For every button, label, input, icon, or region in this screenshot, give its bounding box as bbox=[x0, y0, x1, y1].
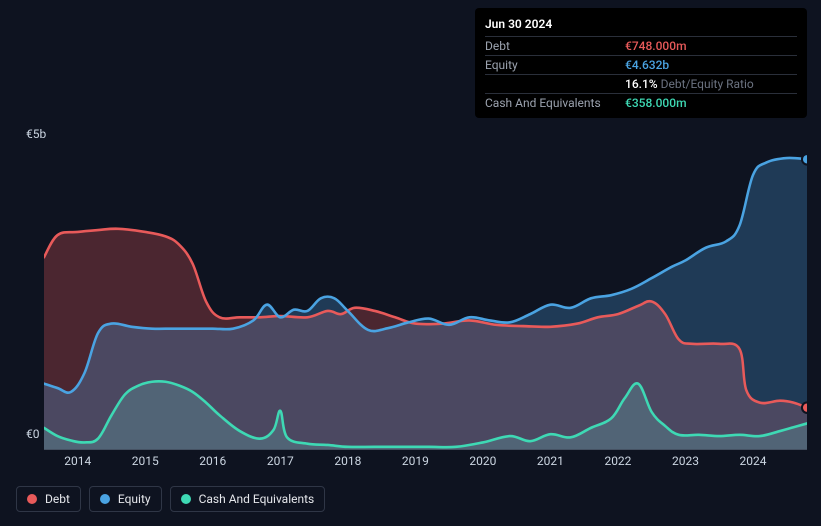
x-tick-label: 2020 bbox=[469, 454, 496, 468]
x-tick-label: 2024 bbox=[739, 454, 766, 468]
legend-label: Cash And Equivalents bbox=[199, 492, 315, 506]
legend-dot bbox=[27, 494, 37, 504]
x-tick-label: 2016 bbox=[199, 454, 226, 468]
tooltip-rows: Debt€748.000mEquity€4.632b16.1% Debt/Equ… bbox=[485, 36, 797, 112]
legend-item[interactable]: Cash And Equivalents bbox=[170, 486, 326, 512]
x-tick-label: 2017 bbox=[267, 454, 294, 468]
tooltip-row-value: €4.632b bbox=[625, 58, 669, 72]
chart-tooltip: Jun 30 2024 Debt€748.000mEquity€4.632b16… bbox=[475, 8, 807, 118]
x-tick-label: 2023 bbox=[672, 454, 699, 468]
legend-dot bbox=[100, 494, 110, 504]
chart-legend: Debt Equity Cash And Equivalents bbox=[16, 486, 325, 512]
tooltip-row: 16.1% Debt/Equity Ratio bbox=[485, 74, 797, 93]
x-tick-label: 2014 bbox=[64, 454, 91, 468]
tooltip-row-value: €748.000m bbox=[625, 39, 687, 53]
tooltip-row-value: 16.1% Debt/Equity Ratio bbox=[625, 77, 754, 91]
legend-label: Equity bbox=[118, 492, 151, 506]
tooltip-row-label bbox=[485, 77, 625, 91]
legend-dot bbox=[181, 494, 191, 504]
series-end-marker bbox=[802, 154, 807, 165]
x-tick-label: 2015 bbox=[132, 454, 159, 468]
tooltip-row-label: Cash And Equivalents bbox=[485, 96, 625, 110]
tooltip-row-label: Equity bbox=[485, 58, 625, 72]
x-tick-label: 2018 bbox=[334, 454, 361, 468]
tooltip-row: Equity€4.632b bbox=[485, 55, 797, 74]
x-tick-label: 2019 bbox=[402, 454, 429, 468]
chart-plot[interactable] bbox=[44, 134, 807, 450]
legend-label: Debt bbox=[45, 492, 70, 506]
tooltip-date: Jun 30 2024 bbox=[485, 14, 797, 36]
tooltip-row-label: Debt bbox=[485, 39, 625, 53]
x-axis-labels: 2014 2015 2016 2017 2018 2019 2020 2021 2022 2023… bbox=[44, 452, 807, 470]
x-tick-label: 2022 bbox=[604, 454, 631, 468]
series-end-marker bbox=[802, 402, 807, 413]
tooltip-row: Cash And Equivalents€358.000m bbox=[485, 93, 797, 112]
tooltip-row: Debt€748.000m bbox=[485, 36, 797, 55]
chart-area: €0€5b 2014201520162017201820192020202120… bbox=[16, 124, 807, 470]
x-tick-label: 2021 bbox=[537, 454, 564, 468]
tooltip-row-value: €358.000m bbox=[625, 96, 687, 110]
y-tick-label: €0 bbox=[26, 427, 40, 441]
legend-item[interactable]: Debt bbox=[16, 486, 81, 512]
legend-item[interactable]: Equity bbox=[89, 486, 162, 512]
